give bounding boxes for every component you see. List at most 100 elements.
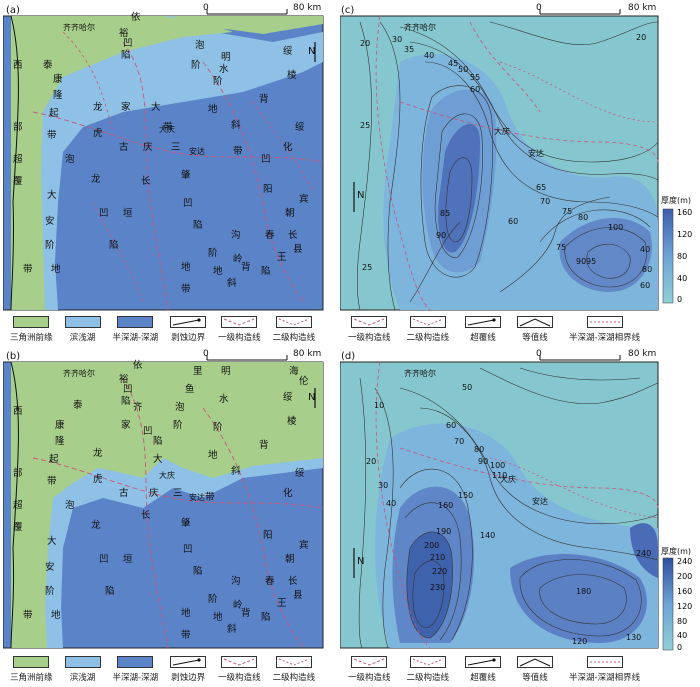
svg-text:肇: 肇: [181, 517, 191, 529]
svg-text:阶: 阶: [208, 593, 218, 605]
erosion-boundary: [10, 361, 19, 649]
svg-text:朝: 朝: [285, 208, 295, 219]
svg-text:40: 40: [640, 245, 650, 254]
svg-text:起: 起: [49, 108, 59, 119]
svg-text:王: 王: [277, 598, 287, 609]
svg-text:N: N: [308, 392, 315, 403]
svg-text:背: 背: [259, 439, 269, 451]
colorbar-c: 厚度(m) 160 120 80 40 0: [661, 195, 699, 311]
svg-text:70: 70: [454, 437, 464, 446]
svg-text:110: 110: [492, 471, 507, 480]
svg-text:长: 长: [288, 575, 298, 587]
svg-text:裕: 裕: [119, 373, 129, 385]
svg-text:80: 80: [677, 617, 687, 626]
svg-text:55: 55: [470, 73, 480, 82]
svg-text:陷: 陷: [193, 565, 203, 577]
swatch-deep: [117, 316, 154, 328]
svg-text:地: 地: [213, 265, 223, 277]
north-arrow: N: [308, 388, 316, 408]
svg-text:斜: 斜: [227, 277, 237, 289]
svg-text:伦: 伦: [299, 375, 309, 387]
svg-text:垣: 垣: [123, 554, 133, 565]
thickness-zone-east: [630, 523, 658, 578]
svg-text:60: 60: [508, 217, 518, 226]
svg-text:30: 30: [392, 35, 402, 44]
svg-text:大: 大: [47, 535, 57, 547]
map-c: 20 30 35 40 45 50 55 60 65 70 75 80 85 9…: [340, 3, 659, 311]
svg-text:阶: 阶: [191, 59, 201, 71]
svg-text:朝: 朝: [285, 554, 295, 565]
panel-d: 10 20 30 40 50 60 70 80 90 100 110 120 1…: [340, 348, 700, 653]
svg-text:带: 带: [163, 122, 173, 133]
city-labels: 齐齐哈尔 大庆 安达: [404, 368, 548, 506]
svg-text:地: 地: [213, 611, 223, 623]
svg-text:10: 10: [374, 401, 384, 410]
svg-text:化: 化: [283, 487, 293, 499]
city-qiqihar: 齐齐哈尔: [404, 368, 436, 378]
swatch-first-order: [221, 316, 258, 328]
svg-text:绥: 绥: [283, 46, 293, 57]
svg-text:水: 水: [219, 393, 229, 405]
city-labels: 齐齐哈尔 大庆 安达: [63, 22, 205, 156]
svg-text:160: 160: [677, 587, 692, 596]
city-daqing: 大庆: [494, 126, 510, 136]
svg-text:0: 0: [536, 3, 542, 13]
svg-text:75: 75: [556, 243, 566, 252]
svg-text:80: 80: [578, 213, 588, 222]
svg-text:凹: 凹: [123, 38, 133, 49]
city-daqing: 大庆: [159, 470, 175, 480]
svg-text:康: 康: [55, 419, 65, 431]
svg-text:棱: 棱: [287, 69, 297, 81]
erosion-boundary: [10, 15, 19, 311]
panel-a: 西部超覆 泰康隆起带 龙虎泡龙 家古长 大庆垣 陷凹 带肇三 阶地斜 带凹背 凹…: [3, 2, 333, 315]
svg-text:斜: 斜: [227, 623, 237, 635]
svg-text:覆: 覆: [13, 522, 23, 533]
svg-text:岭: 岭: [233, 253, 243, 265]
svg-text:泰: 泰: [73, 399, 83, 411]
svg-text:王: 王: [277, 252, 287, 263]
svg-text:起: 起: [49, 454, 59, 465]
svg-text:泡: 泡: [65, 153, 75, 165]
svg-text:覆: 覆: [13, 176, 23, 187]
svg-text:齐: 齐: [133, 401, 143, 413]
svg-text:陷: 陷: [109, 239, 119, 251]
svg-text:岭: 岭: [233, 599, 243, 611]
svg-text:陷: 陷: [193, 219, 203, 231]
scale-bar: 0 80 km: [203, 3, 321, 15]
svg-text:依: 依: [131, 11, 141, 23]
svg-text:鱼: 鱼: [185, 383, 195, 395]
svg-text:陷: 陷: [261, 265, 271, 277]
panel-tag: (d): [341, 351, 355, 362]
legend-cd-top: 一级构造线 二级构造线 超覆线 等值线 半深湖-深湖相界线: [348, 316, 640, 343]
svg-text:古: 古: [119, 141, 129, 153]
svg-text:带: 带: [47, 130, 57, 141]
svg-text:绥: 绥: [295, 468, 305, 479]
svg-text:龙: 龙: [93, 447, 103, 459]
svg-text:斜: 斜: [231, 119, 241, 131]
svg-text:县: 县: [293, 244, 303, 255]
svg-text:50: 50: [462, 383, 472, 392]
svg-text:里: 里: [193, 366, 203, 377]
swatch-second-order: [275, 316, 312, 328]
svg-text:背: 背: [241, 607, 251, 619]
svg-text:130: 130: [626, 633, 641, 642]
svg-text:阶: 阶: [173, 419, 183, 431]
svg-text:龙: 龙: [93, 101, 103, 113]
svg-text:120: 120: [572, 637, 587, 646]
svg-text:230: 230: [430, 583, 445, 592]
svg-text:80 km: 80 km: [628, 3, 656, 13]
svg-text:85: 85: [440, 209, 450, 218]
map-d: 10 20 30 40 50 60 70 80 90 100 110 120 1…: [340, 349, 659, 649]
svg-text:200: 200: [677, 572, 692, 581]
svg-text:大: 大: [153, 453, 163, 465]
svg-text:100: 100: [490, 461, 505, 470]
structure-lines: [375, 361, 659, 649]
svg-text:90: 90: [576, 257, 586, 266]
city-qiqihar: 齐齐哈尔: [63, 22, 95, 32]
svg-text:25: 25: [360, 121, 370, 130]
svg-text:明: 明: [221, 52, 231, 63]
svg-text:阳: 阳: [263, 530, 273, 541]
contour-value-labels: 10 20 30 40 50 60 70 80 90 100 110 120 1…: [366, 383, 651, 646]
svg-text:地: 地: [181, 261, 191, 273]
